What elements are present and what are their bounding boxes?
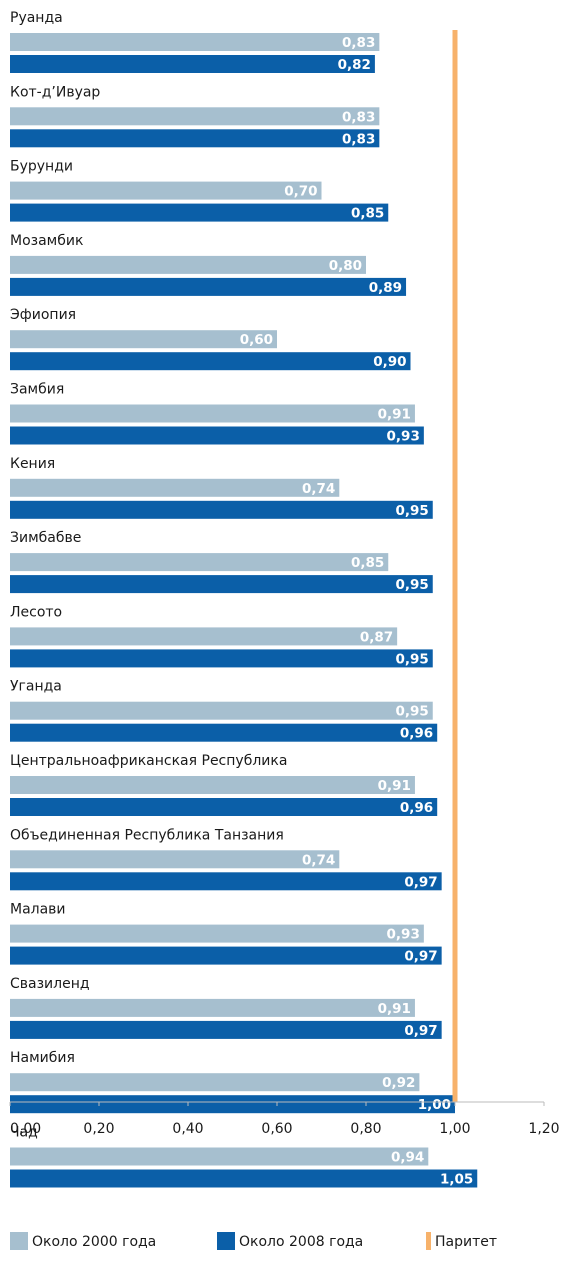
value-label: 0,95 xyxy=(395,651,428,667)
legend-label: Паритет xyxy=(435,1234,497,1250)
x-tick-label: 0,80 xyxy=(350,1121,381,1137)
legend-swatch xyxy=(426,1232,431,1250)
category-label: Чад xyxy=(10,1125,38,1141)
bar xyxy=(10,776,415,794)
value-label: 0,80 xyxy=(329,258,362,274)
category-label: Намибия xyxy=(10,1050,75,1066)
bar xyxy=(10,946,442,965)
category-label: Эфиопия xyxy=(10,307,76,323)
value-label: 0,85 xyxy=(351,206,384,222)
value-label: 0,92 xyxy=(382,1075,415,1091)
value-label: 1,00 xyxy=(418,1097,451,1113)
bar xyxy=(10,203,389,222)
bar xyxy=(10,1095,455,1114)
value-label: 0,83 xyxy=(342,109,375,125)
legend-label: Около 2000 года xyxy=(32,1234,156,1250)
bar xyxy=(10,553,389,572)
value-label: 0,95 xyxy=(395,577,428,593)
bar xyxy=(10,352,411,371)
value-label: 0,96 xyxy=(400,800,433,816)
category-label: Центральноафриканская Республика xyxy=(10,753,287,769)
value-label: 0,91 xyxy=(378,1001,411,1017)
x-tick-label: 0,60 xyxy=(261,1121,292,1137)
value-label: 0,93 xyxy=(387,429,420,445)
category-label: Зимбабве xyxy=(10,530,81,546)
category-label: Уганда xyxy=(10,679,62,695)
bar xyxy=(10,998,415,1017)
bar xyxy=(10,1073,420,1092)
value-label: 0,82 xyxy=(338,57,371,73)
value-label: 0,87 xyxy=(360,629,393,645)
bar xyxy=(10,798,438,816)
category-label: Замбия xyxy=(10,382,64,398)
category-label: Кот-д’Ивуар xyxy=(10,84,100,100)
bar xyxy=(10,426,424,445)
bar xyxy=(10,277,407,296)
category-label: Объединенная Республика Танзания xyxy=(10,827,284,843)
category-label: Мозамбик xyxy=(10,233,83,249)
value-label: 0,83 xyxy=(342,35,375,51)
legend-swatch xyxy=(217,1232,235,1250)
value-label: 0,97 xyxy=(404,1023,437,1039)
value-label: 0,70 xyxy=(284,184,317,200)
x-tick-label: 0,20 xyxy=(83,1121,114,1137)
value-label: 0,91 xyxy=(378,778,411,794)
bar xyxy=(10,850,340,869)
bar xyxy=(10,330,277,349)
x-tick-label: 1,00 xyxy=(439,1121,470,1137)
bar xyxy=(10,627,398,646)
category-label: Кения xyxy=(10,456,55,472)
value-label: 0,83 xyxy=(342,131,375,147)
bar xyxy=(10,924,424,943)
value-label: 0,89 xyxy=(369,280,402,296)
value-label: 0,94 xyxy=(391,1150,424,1166)
bar xyxy=(10,649,433,668)
category-label: Лесото xyxy=(10,604,62,620)
category-label: Бурунди xyxy=(10,159,73,175)
bar xyxy=(10,107,380,126)
value-label: 0,93 xyxy=(387,927,420,943)
value-label: 0,95 xyxy=(395,503,428,519)
value-label: 1,05 xyxy=(440,1172,473,1188)
bar xyxy=(10,575,433,594)
bar xyxy=(10,129,380,148)
value-label: 0,97 xyxy=(404,949,437,965)
legend-label: Около 2008 года xyxy=(239,1234,363,1250)
value-label: 0,85 xyxy=(351,555,384,571)
value-label: 0,74 xyxy=(302,481,335,497)
bar xyxy=(10,255,366,274)
bar xyxy=(10,55,375,73)
bar xyxy=(10,33,380,51)
bar xyxy=(10,181,322,200)
bar xyxy=(10,872,442,891)
value-label: 0,90 xyxy=(373,354,406,370)
bar xyxy=(10,1147,429,1166)
bar xyxy=(10,701,433,720)
category-label: Руанда xyxy=(10,10,63,26)
legend-swatch xyxy=(10,1232,28,1250)
value-label: 0,60 xyxy=(240,332,273,348)
bar xyxy=(10,404,415,423)
bar xyxy=(10,500,433,519)
value-label: 0,96 xyxy=(400,726,433,742)
x-tick-label: 0,40 xyxy=(172,1121,203,1137)
x-tick-label: 0,00 xyxy=(10,1121,41,1137)
value-label: 0,74 xyxy=(302,852,335,868)
bar xyxy=(10,1169,478,1188)
value-label: 0,95 xyxy=(395,704,428,720)
value-label: 0,91 xyxy=(378,407,411,423)
bar xyxy=(10,478,340,497)
bar xyxy=(10,723,438,742)
value-label: 0,97 xyxy=(404,874,437,890)
category-label: Свазиленд xyxy=(10,976,90,992)
bar xyxy=(10,1020,442,1039)
category-label: Малави xyxy=(10,902,66,918)
x-tick-label: 1,20 xyxy=(528,1121,559,1137)
